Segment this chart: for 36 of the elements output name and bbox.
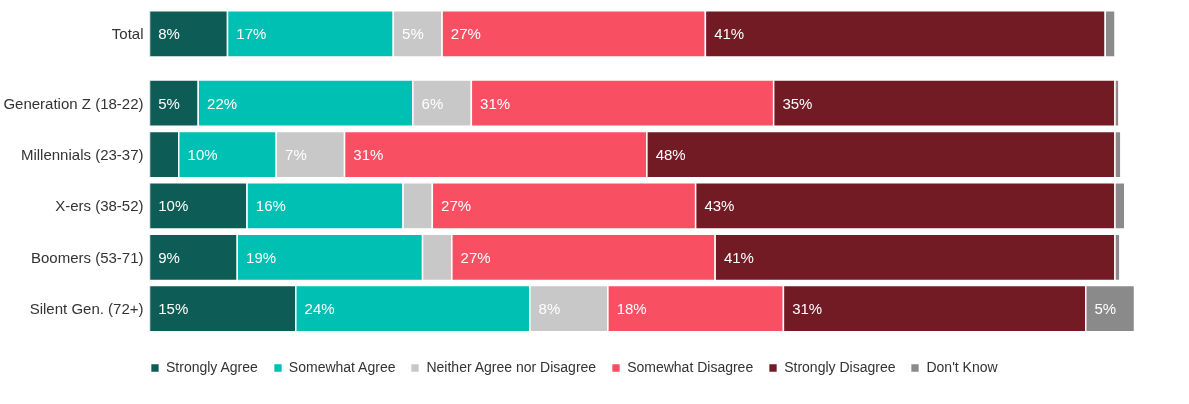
data-label: 31% (792, 300, 823, 318)
data-label: 16% (255, 197, 286, 215)
data-label: 31% (480, 94, 511, 112)
data-label: 24% (304, 300, 335, 318)
data-label: 5% (1094, 300, 1117, 318)
data-label: 10% (187, 146, 218, 164)
y-tick-label: Millennials (23-37) (20, 146, 144, 164)
y-tick-label: Total (111, 25, 144, 43)
data-label: 35% (782, 94, 813, 112)
data-label: 9% (158, 248, 180, 266)
legend-label: Somewhat Disagree (627, 359, 754, 375)
data-label: 15% (158, 300, 189, 318)
data-label: 43% (704, 197, 735, 215)
data-label: 10% (158, 197, 189, 215)
data-label: 5% (158, 94, 180, 112)
data-label: 19% (246, 248, 277, 266)
data-label: 22% (207, 94, 238, 112)
data-label: 18% (616, 300, 647, 318)
y-tick-label: Silent Gen. (72+) (29, 300, 144, 318)
data-label: 27% (460, 248, 491, 266)
data-label: 31% (353, 146, 384, 164)
legend-label: Strongly Disagree (784, 359, 896, 375)
data-label: 48% (655, 146, 686, 164)
y-tick-label: X-ers (38-52) (55, 197, 144, 215)
data-label: 41% (714, 25, 745, 43)
data-label: 17% (236, 25, 267, 43)
data-label: 8% (158, 25, 180, 43)
y-tick-label: Boomers (53-71) (30, 248, 144, 266)
data-label: 41% (723, 248, 754, 266)
y-tick-label: Generation Z (18-22) (3, 94, 144, 112)
legend-label: Somewhat Agree (288, 359, 396, 375)
data-label: 27% (441, 197, 472, 215)
legend-label: Strongly Agree (166, 359, 258, 375)
data-label: 27% (450, 25, 481, 43)
legend-label: Don't Know (926, 359, 998, 375)
legend-label: Neither Agree nor Disagree (426, 359, 597, 375)
